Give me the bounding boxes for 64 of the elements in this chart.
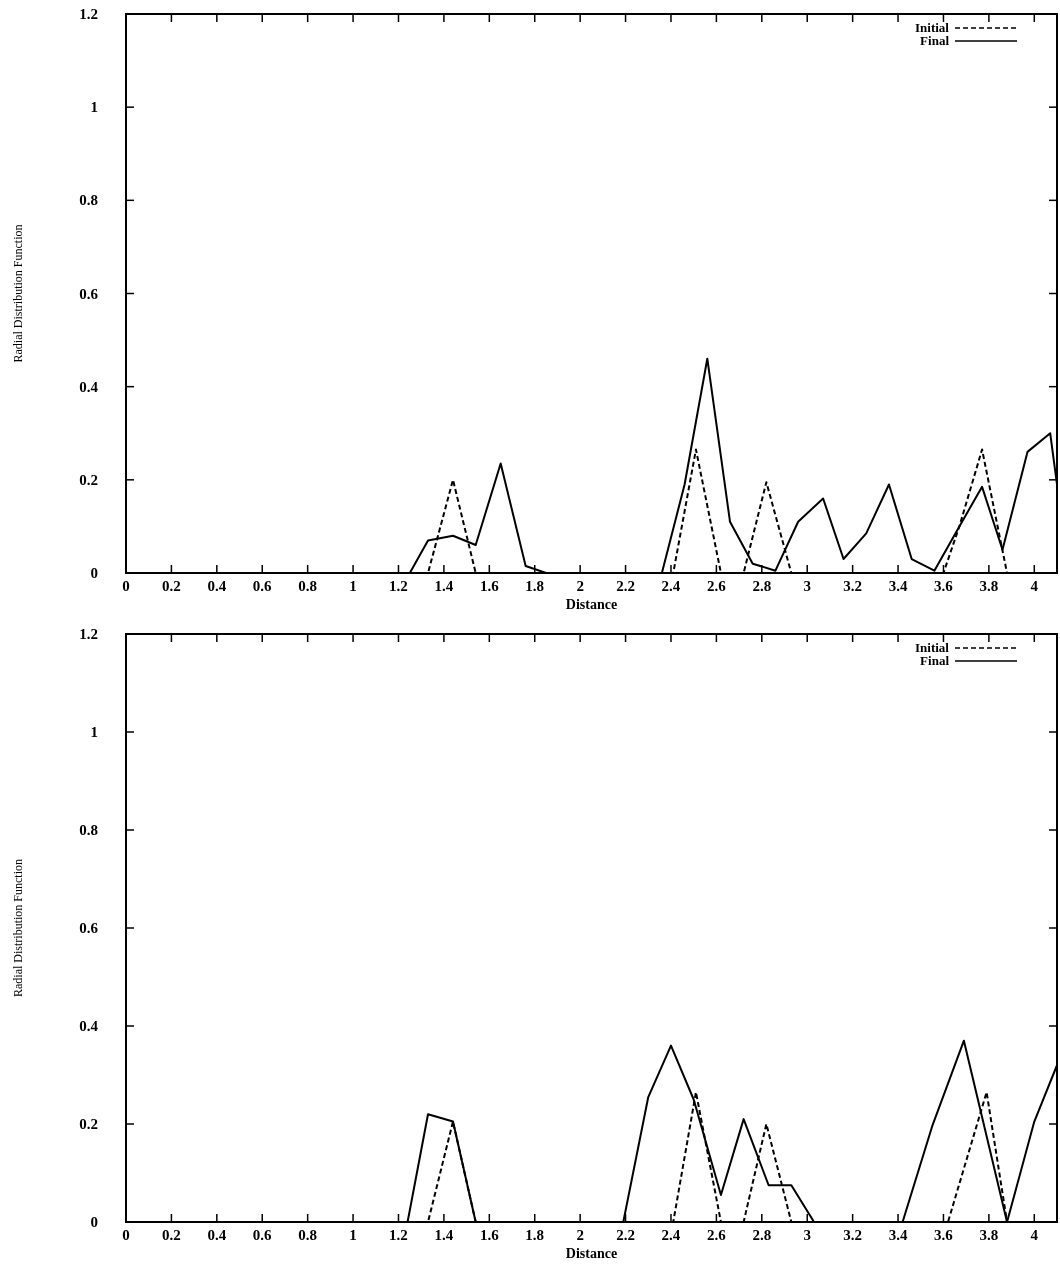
x-axis-title: Distance bbox=[565, 597, 618, 612]
y-tick-label: 0 bbox=[90, 565, 98, 581]
y-tick-label: 1.2 bbox=[79, 6, 98, 22]
x-tick-label: 4 bbox=[1030, 578, 1039, 594]
x-tick-label: 0 bbox=[122, 1227, 130, 1243]
x-tick-label: 3.2 bbox=[843, 1227, 863, 1243]
y-tick-label: 0.4 bbox=[79, 378, 99, 395]
y-tick-label: 1.2 bbox=[79, 626, 98, 642]
x-tick-label: 3 bbox=[803, 1227, 811, 1243]
x-tick-label: 4 bbox=[1030, 1227, 1039, 1243]
y-tick-label: 0.4 bbox=[79, 1018, 99, 1034]
legend-label: Initial bbox=[915, 20, 950, 35]
y-tick-label: 0.2 bbox=[79, 1116, 98, 1132]
y-axis-title: Radial Distribution Function bbox=[11, 224, 25, 363]
x-tick-label: 0.4 bbox=[207, 578, 227, 594]
x-tick-label: 2.8 bbox=[752, 578, 772, 594]
y-tick-label: 1 bbox=[90, 99, 98, 116]
x-tick-label: 1 bbox=[349, 578, 357, 594]
x-tick-label: 1.4 bbox=[434, 578, 454, 594]
y-tick-label: 0.2 bbox=[79, 471, 98, 488]
x-tick-label: 0.6 bbox=[252, 578, 273, 594]
x-tick-label: 3.2 bbox=[843, 578, 863, 594]
x-tick-label: 2.2 bbox=[616, 1227, 635, 1243]
x-tick-label: 2.8 bbox=[752, 1227, 772, 1243]
y-tick-label: 0.6 bbox=[79, 920, 99, 936]
x-tick-label: 0.2 bbox=[162, 578, 181, 594]
x-tick-label: 1.2 bbox=[389, 578, 408, 594]
x-tick-label: 3.4 bbox=[888, 1227, 908, 1243]
legend-label: Final bbox=[920, 33, 950, 48]
y-tick-label: 1 bbox=[90, 724, 98, 740]
x-tick-label: 2 bbox=[576, 1227, 584, 1243]
x-tick-label: 0.8 bbox=[298, 578, 318, 594]
x-tick-label: 3.6 bbox=[934, 578, 954, 594]
x-tick-label: 2.2 bbox=[616, 578, 635, 594]
x-tick-label: 1.6 bbox=[479, 1227, 500, 1243]
x-tick-label: 3.8 bbox=[979, 1227, 999, 1243]
y-tick-label: 0 bbox=[90, 1214, 98, 1230]
x-tick-label: 3.8 bbox=[979, 578, 999, 594]
y-tick-label: 0.8 bbox=[79, 192, 98, 209]
x-tick-label: 1 bbox=[349, 1227, 357, 1243]
x-tick-label: 1.4 bbox=[434, 1227, 454, 1243]
x-tick-label: 0.6 bbox=[252, 1227, 273, 1243]
x-tick-label: 0.8 bbox=[298, 1227, 318, 1243]
x-tick-label: 2.4 bbox=[661, 578, 681, 594]
y-tick-label: 0.6 bbox=[79, 285, 99, 302]
y-tick-label: 0.8 bbox=[79, 822, 98, 838]
x-tick-label: 2.6 bbox=[707, 1227, 727, 1243]
x-tick-label: 1.8 bbox=[525, 1227, 545, 1243]
y-axis-title: Radial Distribution Function bbox=[11, 859, 25, 997]
x-tick-label: 1.2 bbox=[389, 1227, 408, 1243]
x-tick-label: 2.4 bbox=[661, 1227, 681, 1243]
legend-label: Final bbox=[920, 653, 950, 668]
x-tick-label: 3 bbox=[803, 578, 811, 594]
x-tick-label: 2.6 bbox=[707, 578, 727, 594]
x-axis-title: Distance bbox=[565, 1246, 618, 1261]
x-tick-label: 2 bbox=[576, 578, 584, 594]
x-tick-label: 0.2 bbox=[162, 1227, 181, 1243]
legend-label: Initial bbox=[915, 640, 950, 655]
x-tick-label: 3.6 bbox=[934, 1227, 954, 1243]
x-tick-label: 1.6 bbox=[479, 578, 500, 594]
x-tick-label: 3.4 bbox=[888, 578, 908, 594]
x-tick-label: 1.8 bbox=[525, 578, 545, 594]
x-tick-label: 0.4 bbox=[207, 1227, 227, 1243]
x-tick-label: 0 bbox=[122, 578, 130, 594]
